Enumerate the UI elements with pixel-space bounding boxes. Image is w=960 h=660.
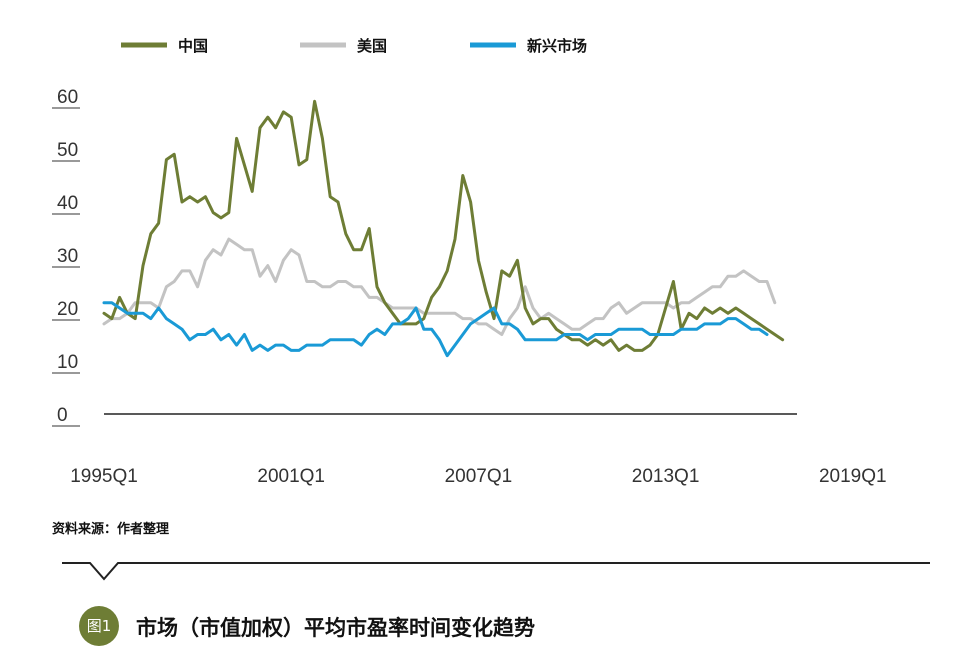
legend-label-emerging: 新兴市场	[527, 37, 587, 55]
figure-caption-title: 市场（市值加权）平均市盈率时间变化趋势	[136, 616, 535, 640]
source-note: 资料来源：作者整理	[52, 522, 170, 537]
y-tick-label: 10	[57, 352, 78, 373]
x-axis-ticks: 1995Q1 2001Q1 2007Q1 2013Q1 2019Q1	[70, 466, 886, 487]
series-line-china	[102, 99, 785, 352]
y-tick-label: 60	[57, 87, 78, 108]
y-axis-ticks: 0 10 20 30 40 50 60	[52, 87, 80, 427]
series-line-usa	[102, 237, 777, 336]
figure-number-badge: 图1	[79, 606, 119, 646]
x-tick-label: 2007Q1	[445, 466, 513, 487]
y-tick-label: 50	[57, 140, 78, 161]
y-tick-label: 30	[57, 246, 78, 267]
y-tick-label: 20	[57, 299, 78, 320]
x-tick-label: 2019Q1	[819, 466, 887, 487]
y-tick-label: 0	[57, 405, 68, 426]
y-tick-label: 40	[57, 193, 78, 214]
caption-divider	[62, 562, 930, 581]
x-tick-label: 1995Q1	[70, 466, 138, 487]
x-tick-label: 2013Q1	[632, 466, 700, 487]
series-line-emerging	[102, 301, 769, 358]
series-lines	[102, 99, 785, 358]
legend: 中国 美国 新兴市场	[121, 37, 587, 55]
legend-label-usa: 美国	[357, 37, 387, 55]
legend-label-china: 中国	[178, 37, 208, 55]
x-tick-label: 2001Q1	[257, 466, 325, 487]
